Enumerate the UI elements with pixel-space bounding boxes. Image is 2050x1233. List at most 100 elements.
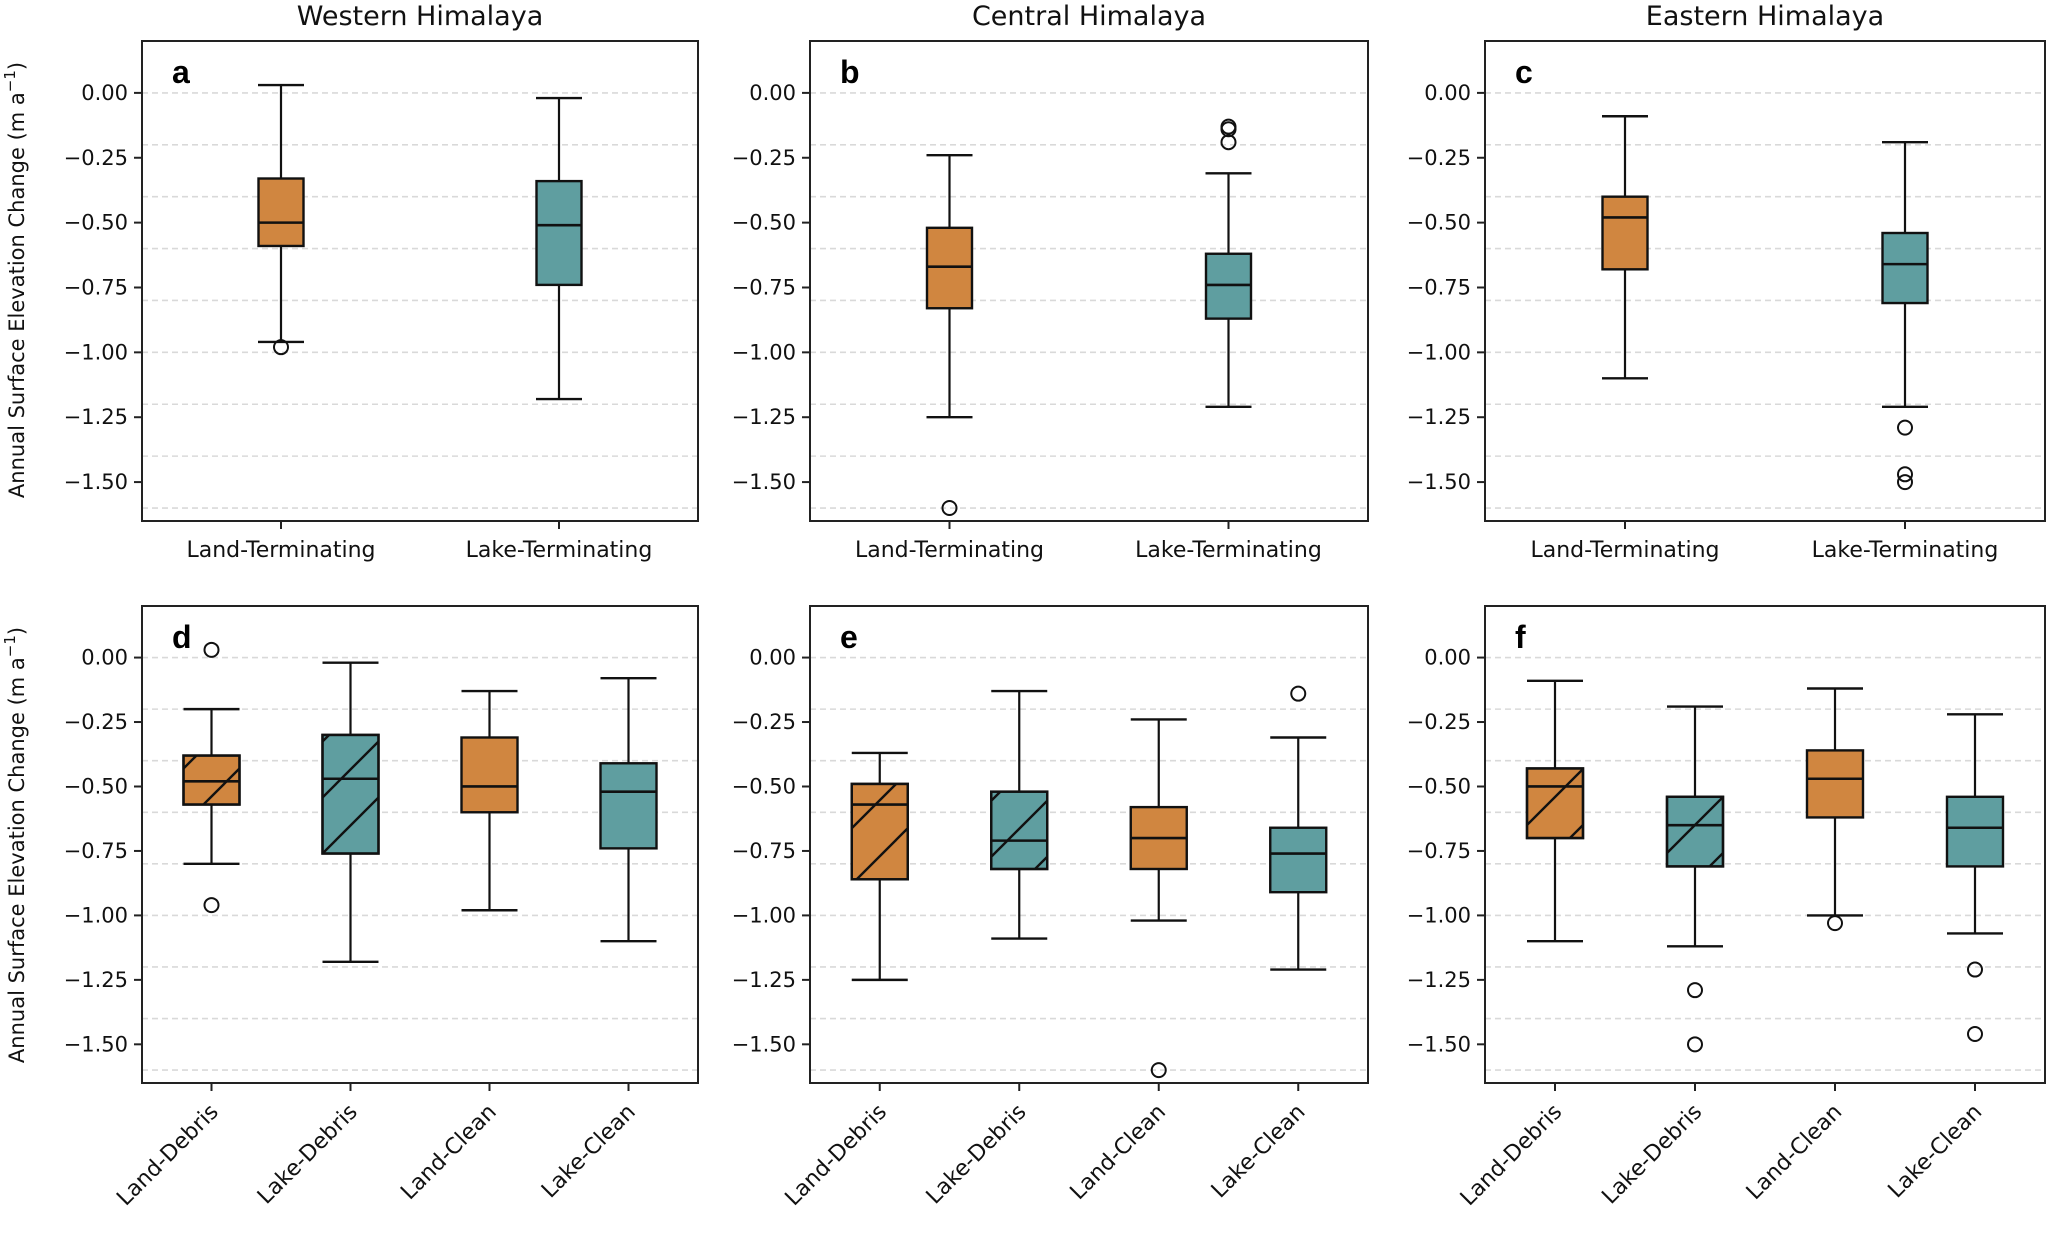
y-tick-label: −1.50 <box>64 470 128 494</box>
box-land-terminating <box>925 153 974 517</box>
panel-f: 0.00 −0.25 −0.50 −0.75 −1.00 −1.25 −1.50 f Land-… <box>1407 605 2046 1211</box>
box-lake-terminating <box>1881 140 1929 491</box>
box-lake-terminating <box>1204 118 1253 409</box>
y-axis-label-superscript: −1 <box>1 635 19 657</box>
y-axis-label-superscript: −1 <box>1 70 19 92</box>
y-tick-label: −1.25 <box>732 968 796 992</box>
box-land-debris <box>182 641 241 914</box>
y-tick-label: −1.50 <box>732 470 796 494</box>
box-lake-clean <box>599 676 658 943</box>
y-axis-label-bottom: Annual Surface Elevation Change (m a−1) <box>1 627 29 1063</box>
y-axis-label-close: ) <box>5 62 29 70</box>
panel-letter: c <box>1515 54 1533 90</box>
box-outline <box>850 782 909 881</box>
y-tick-label: −0.50 <box>732 774 796 798</box>
x-tick-label: Lake-Debris <box>1597 1100 1707 1210</box>
x-tick-label: Land-Debris <box>112 1100 223 1211</box>
box-lake-debris <box>321 661 380 964</box>
y-axis-label-text: Annual Surface Elevation Change (m a <box>5 92 29 498</box>
box-body <box>1269 826 1328 894</box>
box-hatch <box>1667 796 1723 867</box>
outlier-point <box>1150 1062 1167 1079</box>
x-tick-label: Land-Debris <box>781 1100 892 1211</box>
y-tick-label: −1.50 <box>1407 470 1471 494</box>
box-land-clean <box>1805 687 1865 932</box>
box-land-clean <box>460 689 519 912</box>
y-tick-label: 0.00 <box>1424 646 1471 670</box>
y-tick-label: −1.25 <box>732 405 796 429</box>
axes-frame <box>141 40 699 522</box>
box-body <box>1945 795 2005 868</box>
y-tick-label: −0.75 <box>732 275 796 299</box>
box-lake-debris <box>990 689 1049 940</box>
y-tick-label: −1.25 <box>1407 968 1471 992</box>
outlier-point <box>1897 466 1913 483</box>
outlier-point <box>203 897 220 914</box>
panel-d: 0.00 −0.25 −0.50 −0.75 −1.00 −1.25 −1.50 d Land-… <box>64 605 699 1211</box>
x-tick-label: Lake-Terminating <box>466 538 653 563</box>
box-body <box>460 736 519 814</box>
panel-letter: d <box>172 619 192 655</box>
column-title-eastern: Eastern Himalaya <box>1646 1 1884 32</box>
box-land-clean <box>1129 718 1188 1079</box>
y-tick-label: −1.00 <box>732 340 796 364</box>
y-tick-label: 0.00 <box>749 646 796 670</box>
axes-frame <box>1484 40 2046 522</box>
x-tick-label: Land-Terminating <box>186 538 375 563</box>
outlier-point <box>1220 121 1237 138</box>
outlier-point <box>1967 1026 1983 1043</box>
outlier-point <box>1897 474 1913 491</box>
y-tick-label: −0.25 <box>1407 710 1471 734</box>
y-axis-label-top: Annual Surface Elevation Change (m a−1) <box>1 62 29 498</box>
box-land-terminating <box>1601 115 1649 380</box>
axes-frame <box>1484 605 2046 1084</box>
box-land-terminating <box>257 83 305 356</box>
box-outline <box>321 733 380 855</box>
box-lake-clean <box>1269 685 1328 971</box>
x-tick-label: Land-Clean <box>396 1100 501 1205</box>
y-tick-label: −1.25 <box>1407 405 1471 429</box>
y-tick-label: −0.75 <box>732 839 796 863</box>
panel-letter: f <box>1515 619 1526 655</box>
y-tick-label: −1.00 <box>64 340 128 364</box>
axes-frame <box>141 605 699 1084</box>
x-tick-label: Lake-Clean <box>1884 1100 1988 1204</box>
panels: 0.00 −0.25 −0.50 −0.75 −1.00 −1.25 −1.50 a Land-… <box>64 40 2046 1211</box>
panel-letter: a <box>172 54 190 90</box>
outlier-point <box>1687 1036 1703 1053</box>
y-tick-label: −0.50 <box>732 211 796 235</box>
box-body <box>1601 195 1649 271</box>
box-body <box>1805 749 1865 819</box>
axes-frame <box>809 605 1369 1084</box>
panel-letter: b <box>840 54 860 90</box>
box-hatch <box>991 791 1048 869</box>
x-tick-label: Lake-Debris <box>922 1100 1032 1210</box>
y-tick-label: −1.00 <box>64 903 128 927</box>
box-body <box>1881 231 1929 305</box>
panel-b: 0.00 −0.25 −0.50 −0.75 −1.00 −1.25 −1.50 b Land-… <box>732 40 1369 563</box>
box-lake-terminating <box>535 96 583 401</box>
outlier-point <box>1827 915 1843 932</box>
y-tick-label: −0.75 <box>64 839 128 863</box>
box-land-debris <box>850 751 909 982</box>
column-title-central: Central Himalaya <box>972 1 1206 32</box>
box-hatch <box>851 783 908 880</box>
y-tick-label: −0.25 <box>1407 146 1471 170</box>
outlier-point <box>1967 961 1983 978</box>
y-tick-label: −0.25 <box>64 710 128 734</box>
y-axis-label-close: ) <box>5 627 29 635</box>
y-tick-label: −0.25 <box>732 710 796 734</box>
outlier-point <box>1687 982 1703 999</box>
y-tick-label: −1.00 <box>1407 340 1471 364</box>
y-tick-label: −0.50 <box>1407 774 1471 798</box>
y-tick-label: −0.50 <box>1407 211 1471 235</box>
y-tick-label: −1.00 <box>1407 903 1471 927</box>
box-outline <box>1665 795 1725 868</box>
x-tick-label: Land-Terminating <box>1530 538 1719 563</box>
y-tick-label: −1.50 <box>64 1032 128 1056</box>
x-tick-label: Land-Clean <box>1066 1100 1171 1205</box>
box-land-debris <box>1525 679 1585 943</box>
x-tick-label: Lake-Debris <box>253 1100 363 1210</box>
x-tick-label: Lake-Terminating <box>1135 538 1322 563</box>
